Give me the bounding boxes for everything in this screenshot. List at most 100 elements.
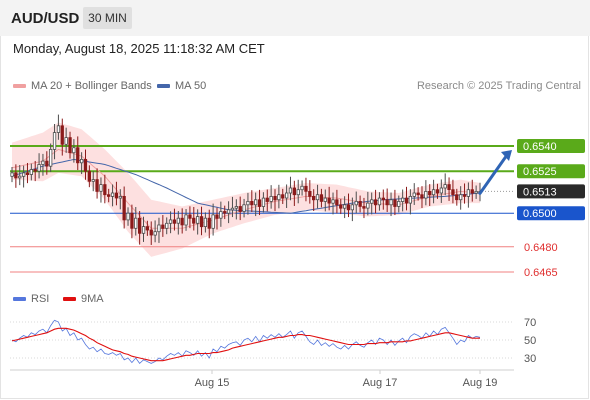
bearish-candle — [207, 217, 211, 229]
legend-9ma: 9MA — [63, 293, 104, 305]
bullish-candle — [153, 231, 157, 236]
level-label-pivot: 0.6500 — [523, 208, 557, 220]
bullish-candle — [350, 204, 355, 211]
bearish-candle — [103, 184, 107, 196]
bullish-candle — [110, 192, 115, 197]
bearish-candle — [265, 197, 269, 202]
bearish-candle — [45, 160, 49, 167]
bullish-candle — [99, 184, 103, 192]
bullish-candle — [118, 195, 122, 199]
bearish-candle — [76, 147, 80, 164]
bearish-candle — [404, 197, 409, 204]
bullish-candle — [211, 214, 215, 229]
level-tag-resistance — [517, 139, 585, 153]
bearish-candle — [172, 219, 177, 224]
bullish-candle — [49, 148, 53, 167]
bullish-candle — [354, 200, 358, 206]
bearish-candle — [114, 192, 119, 199]
candles-layer — [10, 114, 482, 245]
bullish-candle — [41, 160, 45, 165]
bearish-candle — [335, 199, 339, 206]
bullish-candle — [56, 125, 61, 133]
bullish-candle — [52, 132, 57, 150]
bearish-candle — [188, 214, 192, 219]
ma50-label: MA 50 — [175, 80, 207, 92]
bearish-candle — [161, 224, 165, 229]
bullish-candle — [261, 197, 266, 207]
bullish-candle — [458, 194, 463, 201]
bearish-candle — [145, 226, 150, 231]
forecast-layer — [478, 150, 512, 195]
bollinger-band-fill — [12, 122, 480, 257]
forecast-arrow-head — [501, 150, 512, 161]
time-tick-label: Aug 15 — [195, 377, 230, 389]
bullish-candle — [377, 197, 382, 206]
bullish-candle — [126, 212, 130, 221]
bullish-candle — [296, 189, 300, 196]
rsi-layer: 70 50 30 — [10, 317, 536, 365]
bullish-candle — [408, 195, 413, 204]
legend-rsi: RSI — [13, 293, 49, 305]
timeframe-button[interactable]: 30 MIN — [83, 7, 132, 29]
bullish-candle — [366, 202, 370, 209]
forecast-arrow-shaft — [478, 153, 509, 195]
bearish-candle — [192, 217, 196, 224]
bearish-candle — [447, 184, 451, 191]
header-bar: AUD/USD 30 MIN — [0, 0, 590, 36]
bullish-candle — [424, 190, 428, 199]
bearish-candle — [319, 194, 324, 202]
last-price-tag — [517, 184, 585, 199]
bearish-candle — [83, 158, 88, 172]
bullish-candle — [331, 199, 335, 204]
bullish-candle — [253, 199, 258, 206]
timestamp: Monday, August 18, 2025 11:18:32 AM CET — [13, 41, 265, 56]
bearish-candle — [416, 192, 420, 196]
levels-layer — [10, 145, 514, 273]
bearish-candle — [470, 189, 474, 194]
bullish-candle — [134, 217, 138, 229]
bullish-candle — [412, 192, 416, 197]
bullish-candle — [466, 189, 471, 197]
bearish-candle — [327, 197, 331, 204]
bullish-candle — [157, 224, 161, 233]
bearish-candle — [435, 189, 440, 194]
bearish-candle — [199, 216, 204, 228]
bullish-candle — [91, 179, 95, 182]
bullish-candle — [370, 199, 374, 204]
time-tick-label: Aug 19 — [463, 377, 498, 389]
bullish-candle — [323, 197, 327, 202]
ma20-label: MA 20 + Bollinger Bands — [31, 80, 152, 92]
bearish-candle — [346, 204, 351, 211]
bearish-candle — [33, 169, 37, 172]
bullish-candle — [277, 194, 281, 201]
legend-ma50: MA 50 — [157, 80, 206, 92]
bearish-candle — [362, 206, 366, 209]
ma9-label: 9MA — [81, 293, 104, 305]
bearish-candle — [308, 190, 312, 197]
bearish-candle — [420, 194, 424, 199]
bearish-candle — [358, 200, 362, 207]
time-axis-layer: Aug 15 Aug 17 Aug 19 — [10, 369, 514, 389]
bearish-candle — [455, 194, 459, 201]
bearish-candle — [60, 125, 64, 145]
ma20-line — [11, 148, 481, 229]
rsi-label: RSI — [31, 293, 50, 305]
bullish-candle — [234, 206, 239, 209]
rsi-tick-label: 30 — [524, 353, 536, 365]
bearish-candle — [122, 195, 126, 221]
bearish-candle — [373, 199, 378, 206]
bearish-candle — [137, 217, 142, 234]
ma20-swatch — [13, 84, 26, 89]
bullish-candle — [64, 137, 68, 145]
bearish-candle — [14, 172, 18, 179]
bullish-candle — [176, 217, 181, 224]
level-tag-resistance — [517, 164, 585, 179]
bullish-candle — [80, 158, 84, 164]
ma9-swatch — [63, 297, 76, 302]
level-tag-pivot — [517, 206, 585, 221]
level-label-resistance: 0.6525 — [523, 166, 557, 178]
bullish-candle — [168, 219, 173, 224]
bullish-candle — [141, 226, 146, 234]
bearish-candle — [311, 195, 316, 201]
bullish-candle — [474, 190, 478, 194]
